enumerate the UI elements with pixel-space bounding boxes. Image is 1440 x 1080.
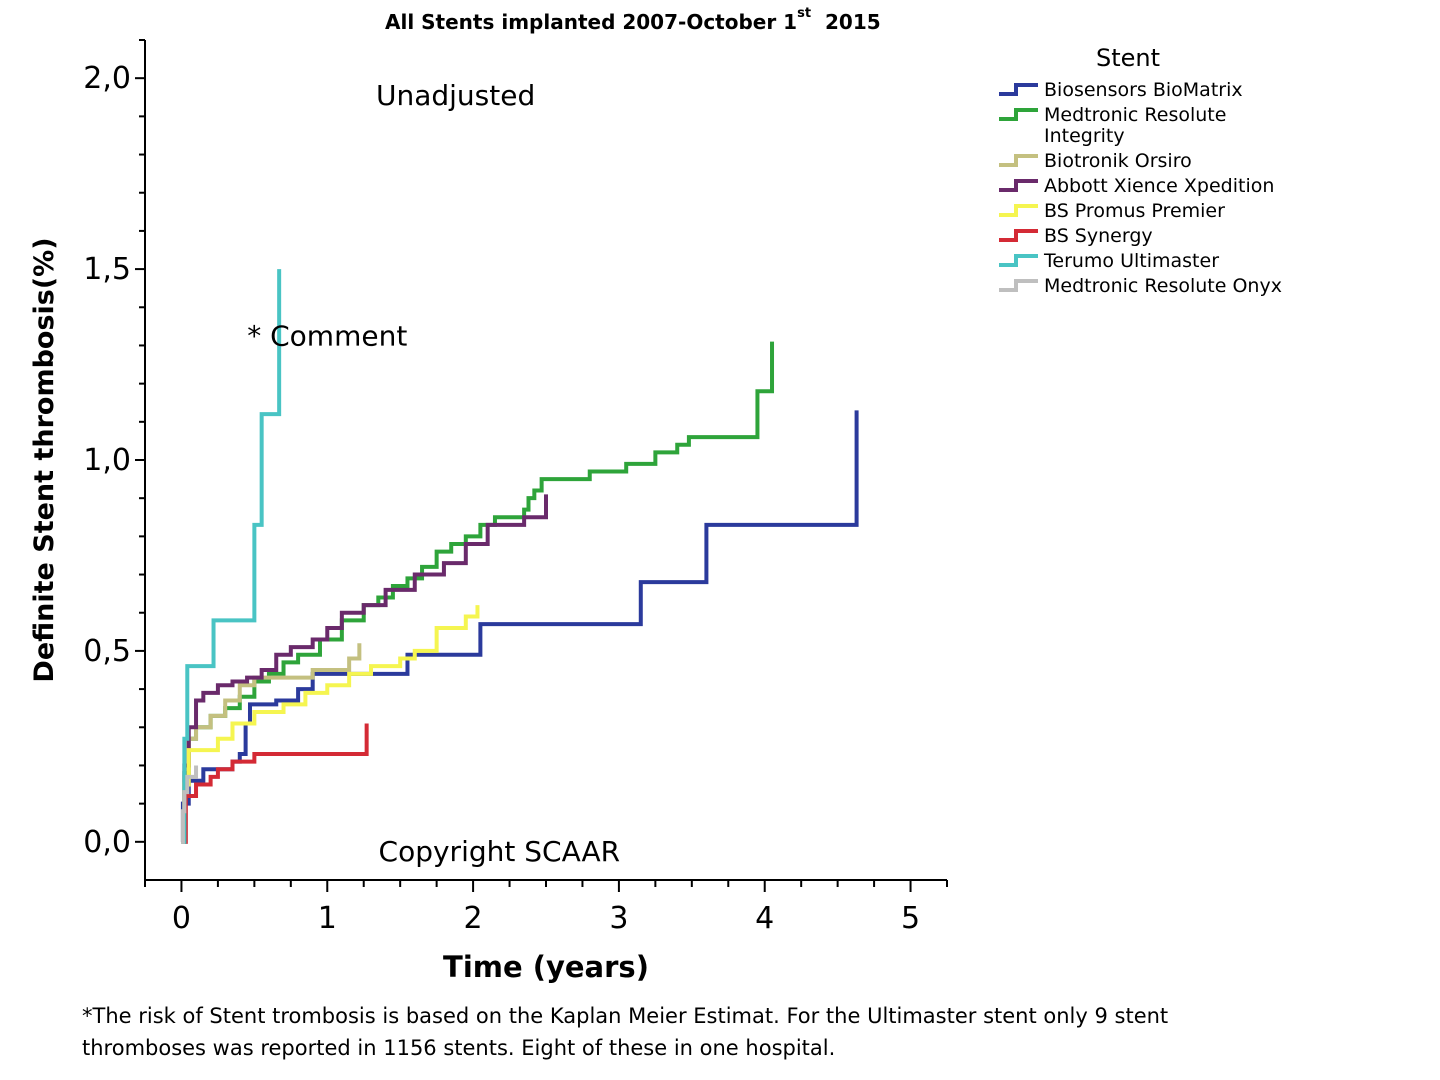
x-tick-label: 5	[901, 901, 920, 936]
legend-item: Biotronik Orsiro	[998, 151, 1298, 172]
legend-label: Biotronik Orsiro	[1044, 150, 1192, 172]
legend-label: Medtronic Resolute Onyx	[1044, 275, 1282, 297]
x-tick-label: 4	[755, 901, 774, 936]
legend-swatch-line	[999, 83, 1038, 96]
legend-swatch	[999, 108, 1038, 121]
x-tick-label: 1	[318, 901, 337, 936]
footnote-line-2: thromboses was reported in 1156 stents. …	[82, 1036, 836, 1060]
y-tick-label: 2,0	[83, 61, 131, 96]
legend-items: Biosensors BioMatrix Medtronic Resolute I…	[998, 80, 1298, 297]
legend-item: Biosensors BioMatrix	[998, 80, 1298, 101]
series-line-bs-synergy	[181, 723, 369, 844]
legend-label: Medtronic Resolute Integrity	[1044, 104, 1227, 147]
x-axis-title: Time (years)	[443, 950, 649, 984]
legend-swatch	[999, 83, 1038, 96]
y-tick-label: 0,0	[83, 825, 131, 860]
legend-label: BS Promus Premier	[1044, 200, 1225, 222]
legend: Stent Biosensors BioMatrix Medtronic Reso…	[998, 44, 1298, 301]
annotation: Unadjusted	[376, 79, 535, 112]
footnote: *The risk of Stent trombosis is based on…	[82, 1000, 1382, 1064]
y-tick-label: 0,5	[83, 634, 131, 669]
legend-title: Stent	[1095, 44, 1161, 72]
legend-swatch-line	[999, 254, 1038, 267]
legend-item: Abbott Xience Xpedition	[998, 176, 1298, 197]
y-axis-title: Definite Stent thrombosis(%)	[29, 237, 60, 682]
legend-label: Biosensors BioMatrix	[1044, 79, 1243, 101]
x-tick-label: 0	[172, 901, 191, 936]
legend-swatch-line	[999, 229, 1038, 242]
legend-item: BS Promus Premier	[998, 201, 1298, 222]
legend-item: Terumo Ultimaster	[998, 251, 1298, 272]
legend-swatch	[999, 229, 1038, 242]
legend-swatch	[999, 279, 1038, 292]
legend-item: BS Synergy	[998, 226, 1298, 247]
legend-swatch-line	[999, 154, 1038, 167]
legend-label: Abbott Xience Xpedition	[1044, 175, 1275, 197]
legend-swatch-line	[999, 279, 1038, 292]
series-line-medtronic-resolute-onyx	[180, 765, 199, 844]
legend-label: Terumo Ultimaster	[1044, 250, 1220, 272]
legend-label: BS Synergy	[1044, 225, 1153, 247]
chart-title-superscript: st	[797, 6, 812, 21]
series-line-terumo-ultimaster	[181, 269, 282, 844]
legend-swatch	[999, 154, 1038, 167]
chart-title-main: All Stents implanted 2007-October 1	[385, 10, 798, 34]
x-tick-label: 3	[609, 901, 628, 936]
footnote-line-1: *The risk of Stent trombosis is based on…	[82, 1004, 1169, 1028]
series-line-bs-promus-premier	[181, 605, 480, 844]
series-line-medtronic-resolute-integrity	[181, 341, 775, 844]
legend-swatch	[999, 179, 1038, 192]
y-tick-label: 1,0	[83, 443, 131, 478]
series-line-biosensors-biomatrix	[180, 410, 859, 844]
x-tick-label: 2	[464, 901, 483, 936]
legend-swatch-line	[999, 108, 1038, 121]
chart-title: All Stents implanted 2007-October 1st 20…	[385, 6, 881, 34]
chart-title-tail: 2015	[825, 10, 881, 34]
y-tick-label: 1,5	[83, 252, 131, 287]
annotation: * Comment	[247, 319, 407, 352]
legend-swatch	[999, 204, 1038, 217]
legend-swatch-line	[999, 179, 1038, 192]
annotation: Copyright SCAAR	[379, 835, 621, 868]
series-line-abbott-xience-xpedition	[181, 494, 548, 844]
legend-item: Medtronic Resolute Onyx	[998, 276, 1298, 297]
legend-swatch-line	[999, 204, 1038, 217]
legend-swatch	[999, 254, 1038, 267]
legend-item: Medtronic Resolute Integrity	[998, 105, 1298, 147]
